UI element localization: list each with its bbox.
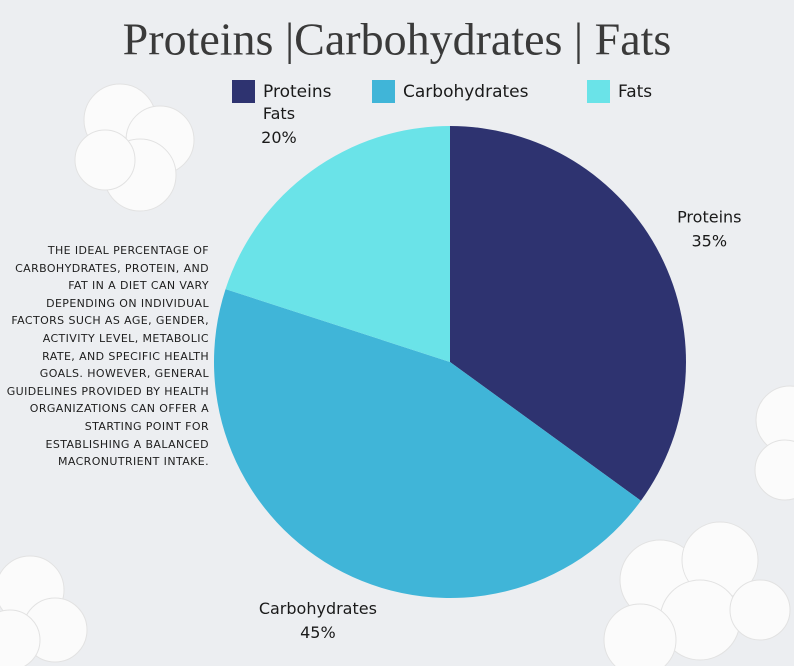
chart-title: Proteins |Carbohydrates | Fats	[123, 14, 672, 65]
slice-label: Fats	[263, 104, 295, 123]
legend-label: Fats	[618, 82, 652, 102]
slice-label: Carbohydrates	[259, 599, 377, 618]
legend-label: Proteins	[263, 82, 332, 102]
legend-swatch	[232, 80, 255, 103]
slice-value-label: 45%	[300, 623, 336, 642]
pie-slice	[450, 126, 686, 501]
cotton-decoration	[0, 83, 794, 666]
legend-swatch	[372, 80, 395, 103]
annotation: THE IDEAL PERCENTAGE OF CARBOHYDRATES, P…	[6, 244, 209, 469]
slice-value-label: 35%	[692, 231, 728, 250]
legend-swatch	[587, 80, 610, 103]
pie-slice	[213, 289, 641, 599]
pie-slice	[225, 126, 450, 362]
slice-label: Proteins	[677, 207, 741, 226]
slice-value-label: 20%	[261, 128, 297, 147]
legend-label: Carbohydrates	[403, 82, 529, 102]
